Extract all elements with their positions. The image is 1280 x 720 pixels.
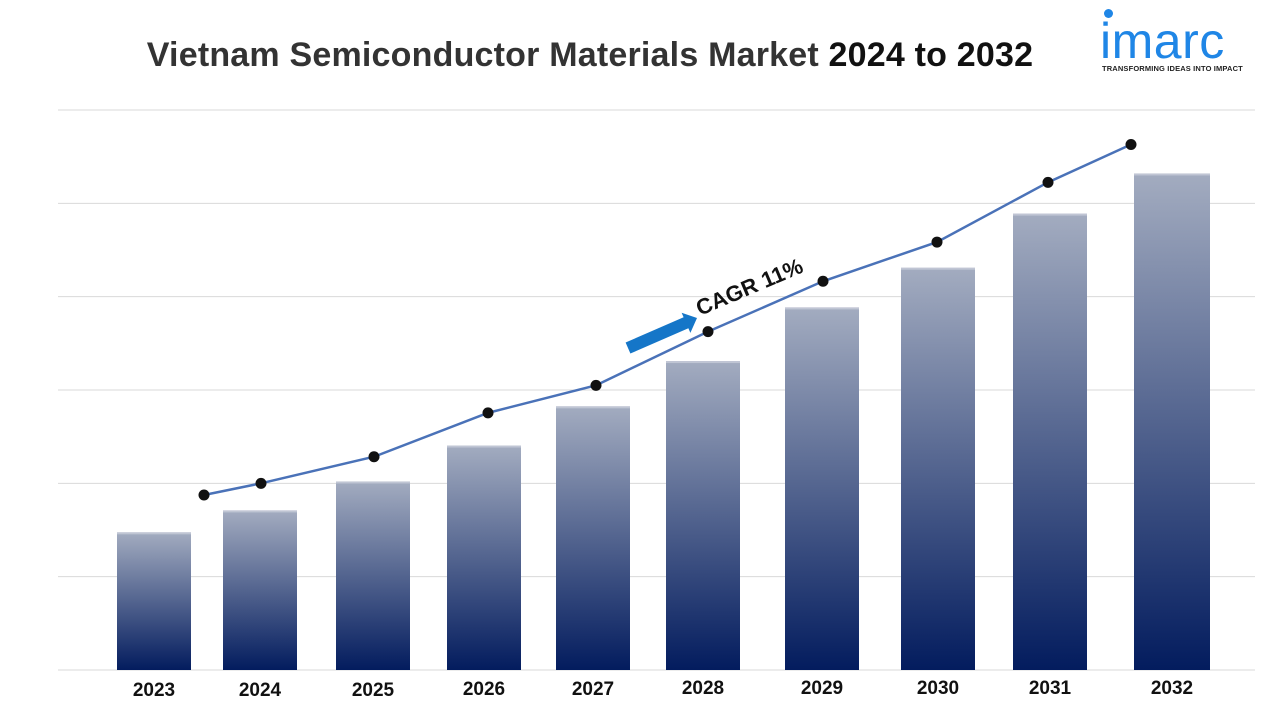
bar-2023 [117,532,191,670]
x-axis-labels: 2023 2024 2025 2026 2027 2028 2029 2030 2031 2032 [133,678,1193,701]
x-tick-label: 2032 [1151,678,1193,699]
x-tick-label: 2031 [1029,678,1072,699]
trend-point-2024 [255,477,267,489]
bar-highlight [666,361,740,364]
bar-highlight [1013,213,1087,216]
x-tick-label: 2023 [133,680,175,701]
imarc-logo: imarc TRANSFORMING IDEAS INTO IMPACT [1098,8,1258,78]
bar-highlight [223,510,297,513]
x-tick-label: 2026 [463,679,505,700]
trend-point-2028 [702,326,714,338]
bar-highlight [447,445,521,448]
bar-2027 [556,406,630,670]
bar-2029 [785,307,859,670]
x-tick-label: 2030 [917,678,959,699]
trend-point-2027 [590,379,602,391]
x-tick-label: 2025 [352,680,395,701]
bar-2031 [1013,213,1087,670]
bar-highlight [901,267,975,270]
arrow-icon [625,312,697,354]
x-tick-label: 2028 [682,678,724,699]
bar-2030 [901,267,975,670]
trend-point-2025 [368,451,380,463]
cagr-arrow [625,312,697,354]
bar-2026 [447,445,521,670]
trend-point-2026 [482,407,494,419]
bar-2024 [223,510,297,670]
logo-dot [1104,9,1113,18]
bar-highlight [1134,173,1210,176]
title-years: 2024 to 2032 [828,36,1034,74]
x-tick-label: 2027 [572,679,614,700]
bar-highlight [785,307,859,310]
trend-line [198,139,1137,501]
chart-title: Vietnam Semiconductor Materials Market 2… [0,36,1180,75]
trend-point-2032 [1125,139,1137,151]
logo-tagline: TRANSFORMING IDEAS INTO IMPACT [1102,64,1243,73]
x-tick-label: 2024 [239,680,282,701]
bar-2032 [1134,173,1210,670]
bar-2025 [336,481,410,670]
trend-line-path [203,143,1132,497]
trend-point-2023 [198,489,210,501]
bar-2028 [666,361,740,670]
title-main: Vietnam Semiconductor Materials Market [146,36,829,74]
cagr-annotation-group: CAGR 11% [625,253,807,354]
bars [117,173,1210,670]
bar-highlight [336,481,410,484]
bar-highlight [556,406,630,409]
logo-wordmark: imarc [1100,13,1225,69]
trend-point-2030 [931,236,943,248]
trend-point-2031 [1042,176,1054,188]
bar-highlight [117,532,191,535]
trend-point-2029 [817,275,829,287]
x-tick-label: 2029 [801,678,843,699]
